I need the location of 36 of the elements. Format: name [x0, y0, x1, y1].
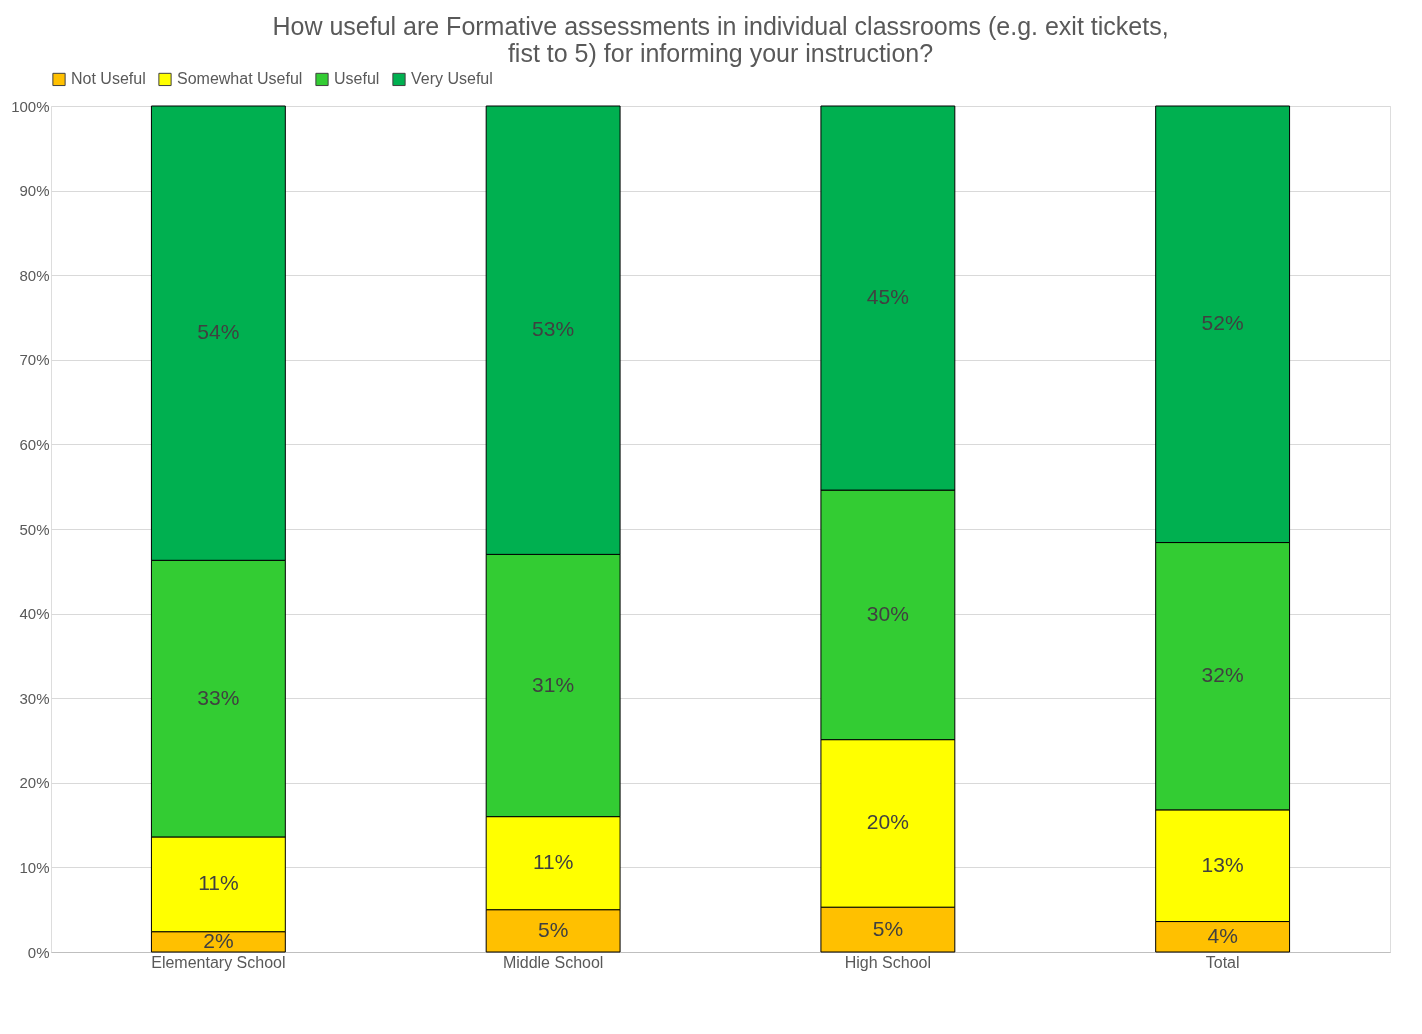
- legend-label: Useful: [334, 70, 380, 88]
- y-tick-label: 80%: [19, 266, 50, 284]
- chart-title: How useful are Formative assessments in individual classrooms (e.g. exit tickets, fist to 5) for informing your instruction?: [272, 12, 1169, 67]
- y-tick-label: 50%: [19, 520, 50, 538]
- data-label: 54%: [197, 320, 240, 344]
- data-label: 31%: [532, 672, 575, 696]
- y-tick-label: 100%: [11, 97, 50, 115]
- legend-label: Somewhat Useful: [177, 70, 303, 88]
- y-tick-label: 70%: [19, 351, 50, 369]
- y-tick-label: 90%: [19, 182, 50, 200]
- data-label: 32%: [1201, 663, 1244, 687]
- data-label: 11%: [198, 871, 239, 895]
- data-label: 5%: [872, 916, 904, 940]
- legend-label: Not Useful: [71, 70, 146, 88]
- x-tick-label: Total: [1205, 953, 1240, 971]
- data-label: 2%: [203, 928, 234, 952]
- data-label: 45%: [866, 285, 909, 309]
- data-label: 53%: [532, 317, 575, 341]
- y-tick-label: 40%: [19, 605, 50, 623]
- x-tick-label: Elementary School: [151, 953, 286, 971]
- data-label: 4%: [1207, 923, 1238, 947]
- y-tick-label: 0%: [27, 943, 50, 961]
- data-label: 52%: [1201, 311, 1244, 335]
- y-tick-label: 60%: [19, 435, 50, 453]
- data-label: 20%: [866, 810, 909, 834]
- y-tick-label: 30%: [19, 689, 50, 707]
- y-tick-label: 10%: [19, 858, 50, 876]
- legend-label: Very Useful: [411, 70, 493, 88]
- data-label: 5%: [537, 917, 569, 941]
- x-tick-label: Middle School: [502, 953, 604, 971]
- data-label: 13%: [1201, 852, 1244, 876]
- data-label: 30%: [866, 601, 909, 625]
- x-tick-label: High School: [844, 953, 932, 971]
- data-label: 11%: [532, 850, 574, 874]
- data-label: 33%: [197, 685, 240, 709]
- y-tick-label: 20%: [19, 774, 50, 792]
